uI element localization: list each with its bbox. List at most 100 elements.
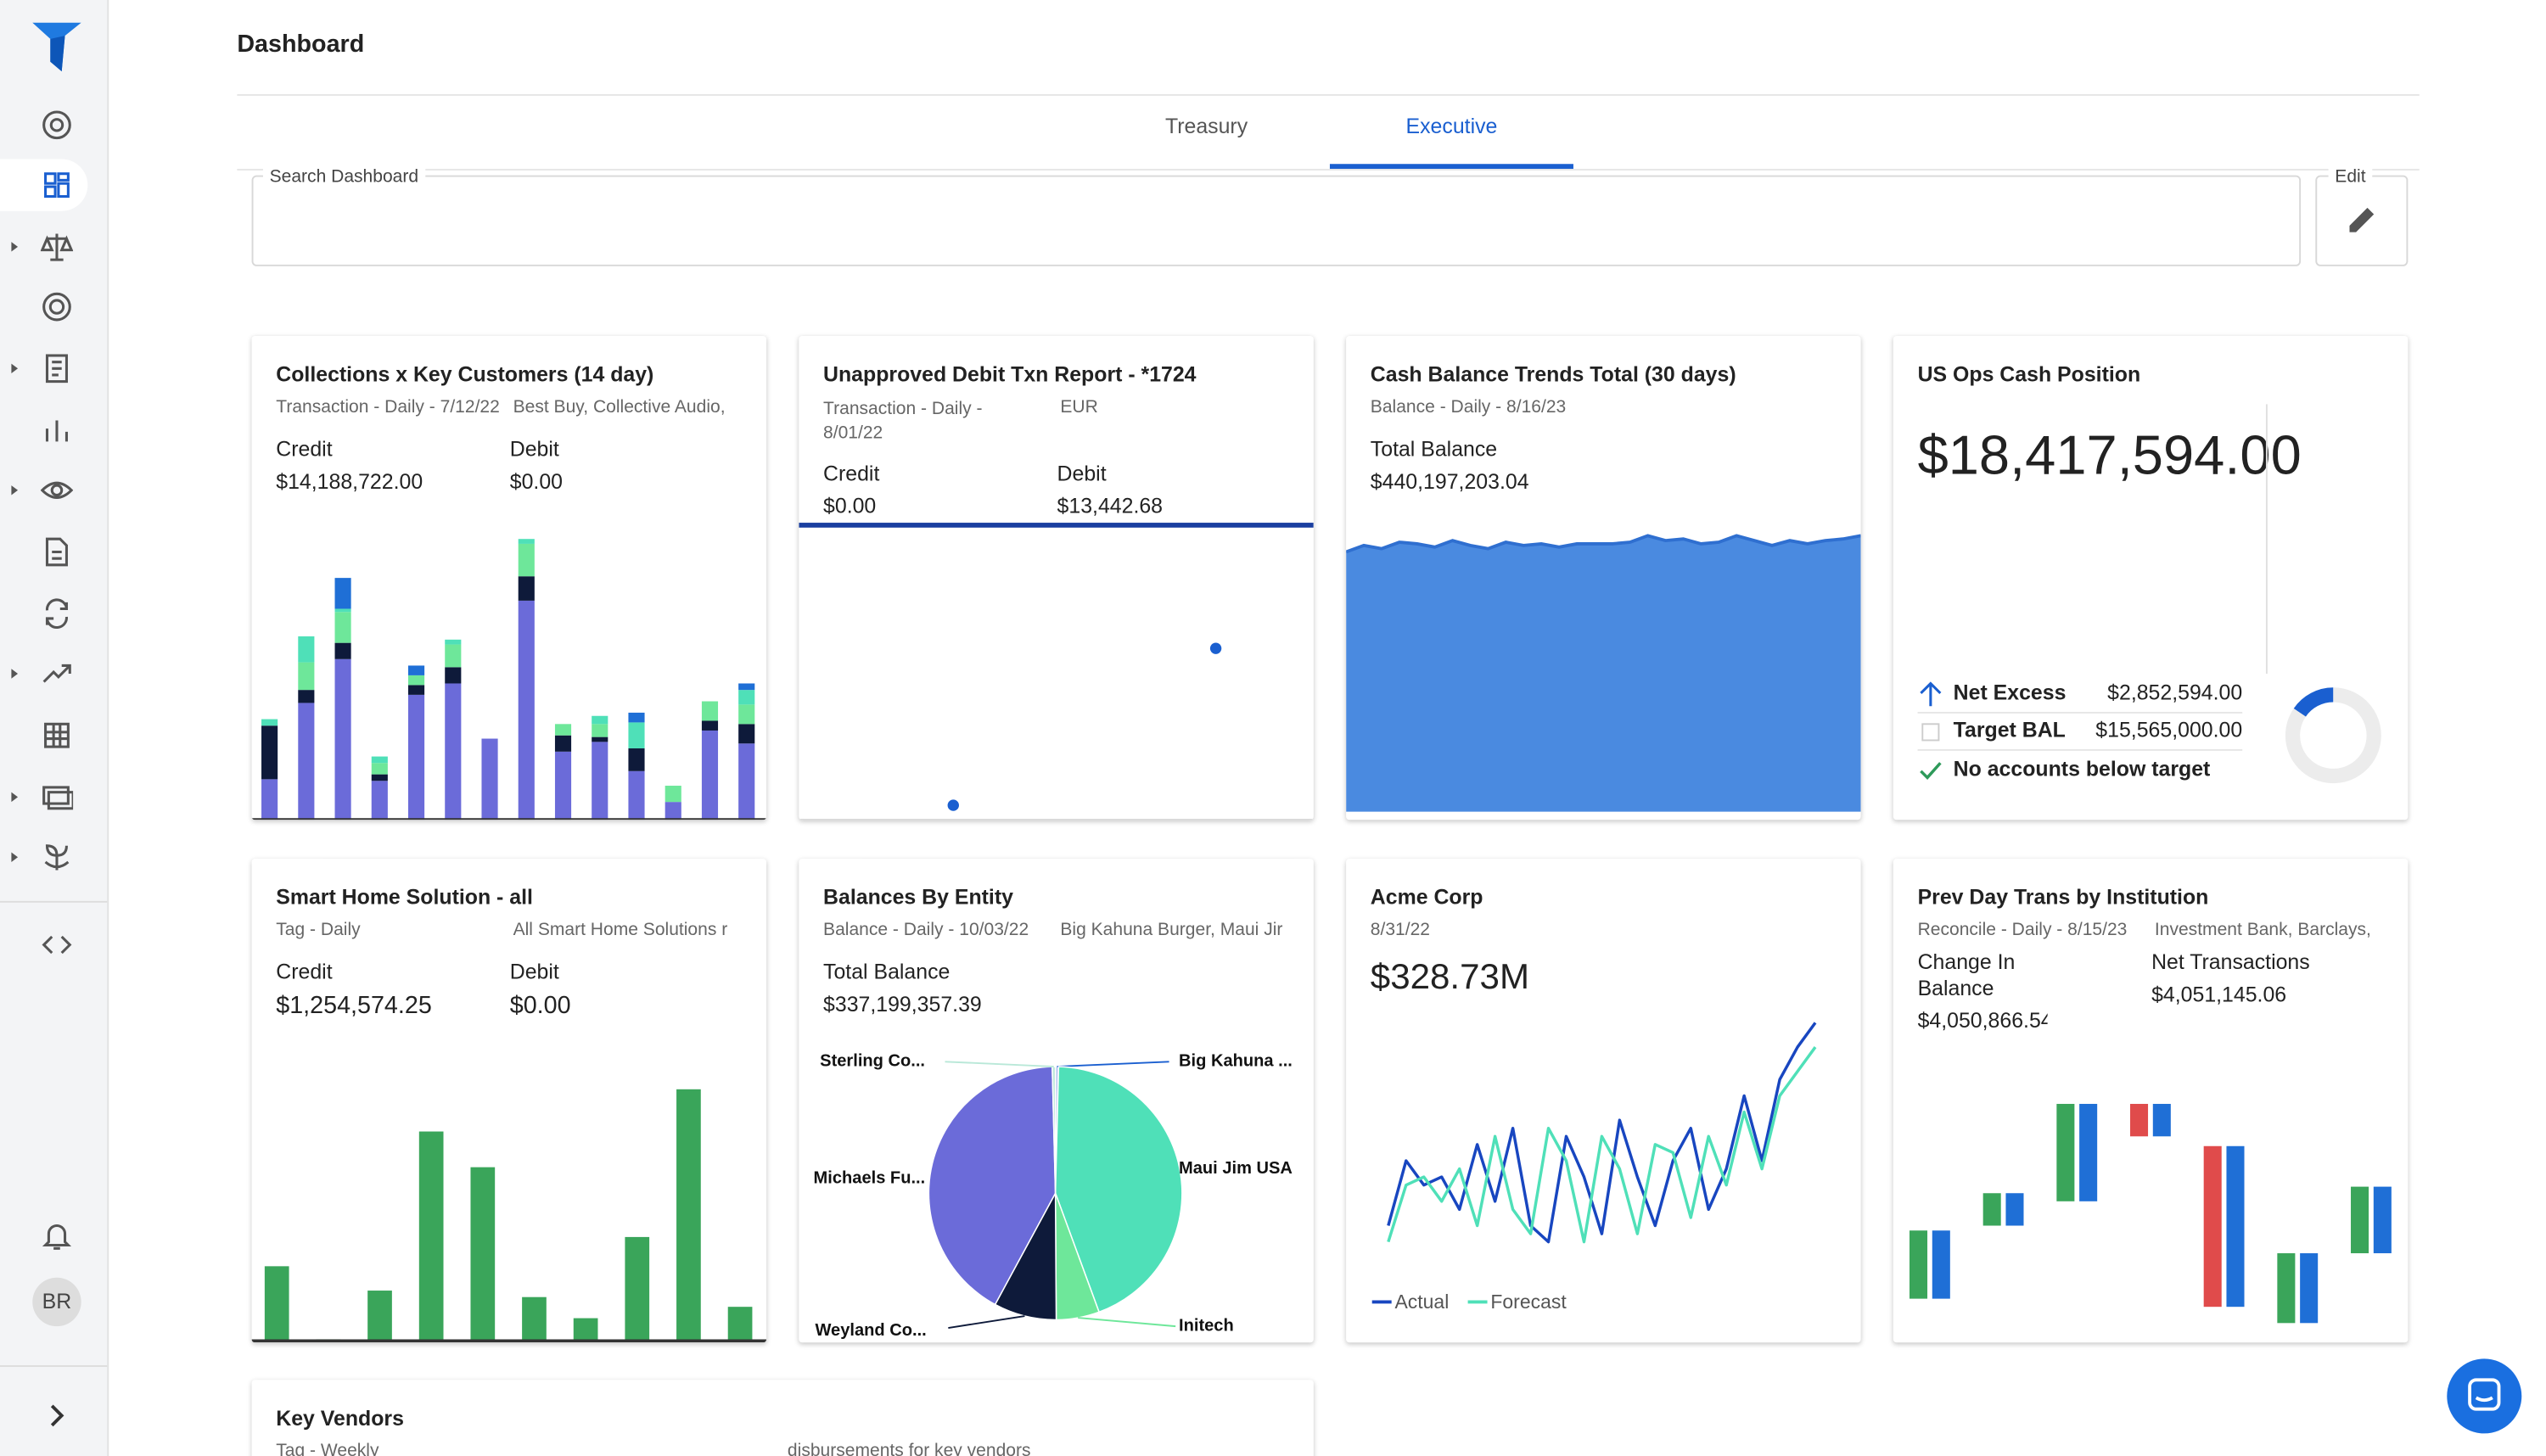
widget-title: US Ops Cash Position: [1917, 361, 2141, 387]
avatar[interactable]: BR: [32, 1277, 81, 1327]
widget-subtitle: Tag - Weekly: [276, 1441, 379, 1456]
stat: Change In Balance $4,050,866.54: [1918, 949, 2048, 1031]
widget-card: Unapproved Debit Txn Report - *1724 Trans…: [799, 336, 1314, 820]
nav-icon[interactable]: [41, 535, 73, 568]
range-bar: [2203, 1145, 2222, 1308]
bar-segment: [407, 675, 425, 686]
nav-expand[interactable]: [9, 851, 19, 864]
bar-segment: [738, 690, 755, 705]
bar-segment: [481, 738, 498, 820]
nav-icon[interactable]: [41, 169, 73, 201]
checkbox-icon: [1921, 723, 1940, 742]
stat-label: Debit: [1057, 461, 1107, 486]
tab[interactable]: Treasury: [1085, 114, 1328, 169]
nav-icon[interactable]: [41, 781, 74, 813]
bar: [573, 1318, 598, 1341]
widget-title: Balances By Entity: [823, 884, 1013, 910]
widget-card: US Ops Cash Position $18,417,594.00 Net Ex…: [1893, 336, 2409, 820]
widget-title: Smart Home Solution - all: [276, 884, 533, 910]
bar-segment: [628, 712, 645, 723]
nav-icon[interactable]: [40, 474, 74, 507]
check-icon: [1920, 762, 1942, 780]
bar: [470, 1167, 496, 1341]
bar-segment: [445, 667, 462, 684]
note: No accounts below target: [1953, 756, 2211, 781]
tab[interactable]: Executive: [1329, 113, 1573, 169]
range-bar: [2300, 1253, 2319, 1324]
bar: [264, 1266, 289, 1341]
bar-segment: [628, 748, 645, 771]
range-bar: [1909, 1230, 1928, 1299]
bar-segment: [554, 724, 572, 736]
bar-segment: [334, 612, 351, 643]
chat-button[interactable]: [2447, 1358, 2522, 1434]
stat-value: $14,188,722.00: [276, 468, 423, 494]
leader-line: [948, 1315, 1025, 1329]
leader-line: [1078, 1317, 1176, 1328]
expand-sidebar[interactable]: [41, 1399, 73, 1431]
donut-segment: [2293, 687, 2334, 717]
nav-active[interactable]: [0, 159, 88, 211]
bar-segment: [298, 636, 315, 663]
nav-expand[interactable]: [9, 484, 19, 496]
row-label: Target BAL: [1953, 717, 2066, 742]
nav-icon[interactable]: [41, 109, 73, 141]
widget-title: Acme Corp: [1370, 884, 1483, 910]
logo: [32, 22, 81, 72]
bar-segment: [628, 722, 645, 749]
nav-expand[interactable]: [9, 240, 19, 253]
range-bar: [2130, 1104, 2149, 1137]
widget-value: $18,417,594.00: [1917, 425, 2302, 487]
divider: [0, 1365, 108, 1367]
range-bar: [1932, 1230, 1950, 1299]
top-line: [799, 523, 1314, 528]
range-bar: [1982, 1193, 2001, 1226]
stat-value: $4,051,145.06: [2151, 982, 2287, 1007]
bar: [367, 1291, 392, 1341]
bar-segment: [518, 600, 535, 820]
bar-segment: [371, 781, 388, 820]
nav-icon[interactable]: [41, 597, 73, 630]
chart: [1371, 1022, 1817, 1304]
divider: [0, 900, 108, 903]
nav-icon[interactable]: [41, 841, 73, 873]
widget-card: Acme Corp 8/31/22 $328.73M Actual Forecast: [1346, 859, 1861, 1343]
widget-card: Smart Home Solution - all Tag - Daily All …: [251, 859, 767, 1343]
bar-segment: [371, 774, 388, 781]
stat-value: $0.00: [509, 992, 571, 1020]
point: [947, 799, 959, 811]
divider: [237, 168, 2420, 171]
notifications[interactable]: [41, 1219, 73, 1252]
widget-subtitle: Transaction - Daily - 7/12/22: [276, 397, 500, 417]
nav-expand[interactable]: [9, 362, 19, 375]
nav-icon[interactable]: [41, 928, 73, 960]
search-label: Search Dashboard: [262, 167, 425, 188]
bar-segment: [334, 658, 351, 820]
search-box[interactable]: [251, 175, 2302, 266]
nav-icon[interactable]: [41, 352, 73, 384]
nav-icon[interactable]: [40, 231, 74, 263]
stat: Debit $0.00: [510, 960, 729, 1034]
chart: [251, 1089, 767, 1343]
nav-expand[interactable]: [9, 667, 19, 680]
widget-subtitle: Balance - Daily - 8/16/23: [1370, 397, 1567, 417]
widget-card: Balances By Entity Balance - Daily - 10/0…: [799, 859, 1314, 1343]
chart: [1909, 1104, 2392, 1324]
bar-segment: [298, 662, 315, 691]
tab-label: Executive: [1405, 113, 1498, 138]
widget-title: Key Vendors: [276, 1405, 404, 1431]
nav-icon[interactable]: [41, 290, 73, 322]
nav-icon[interactable]: [41, 658, 73, 690]
nav-icon[interactable]: [41, 414, 73, 446]
stat: Total Balance $440,197,203.04: [1371, 437, 1590, 512]
nav-icon[interactable]: [41, 720, 73, 752]
widget-filter: Big Kahuna Burger, Maui Jir: [1060, 920, 1283, 940]
widget-title: Prev Day Trans by Institution: [1917, 884, 2209, 910]
nav-expand[interactable]: [9, 791, 19, 804]
bar-segment: [554, 735, 572, 752]
point: [1209, 642, 1222, 654]
widget-subtitle: Balance - Daily - 10/03/22: [823, 920, 1029, 940]
tab-label: Treasury: [1164, 113, 1248, 138]
stat-value: $0.00: [823, 493, 877, 518]
